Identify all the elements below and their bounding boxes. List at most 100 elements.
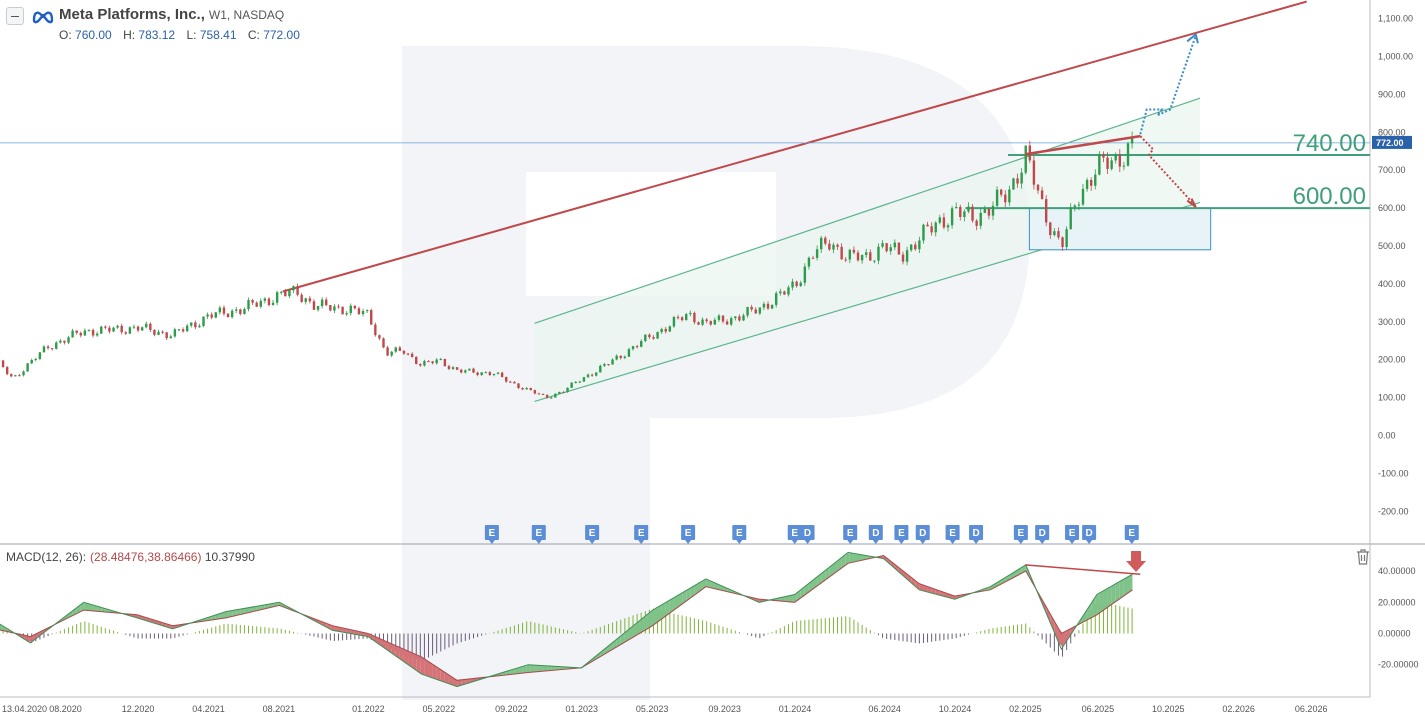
price-tick-label: -200.00 <box>1378 506 1409 516</box>
time-tick-label: 01.2024 <box>779 704 812 714</box>
candle-body <box>476 372 479 375</box>
price-tick-label: 900.00 <box>1378 89 1406 99</box>
candle-body <box>120 325 123 333</box>
candle-body <box>656 332 659 339</box>
candle-body <box>259 300 262 307</box>
candle-body <box>574 381 577 383</box>
candle-body <box>239 309 242 314</box>
macd-cloud-segment <box>444 672 449 684</box>
candle-body <box>55 342 58 349</box>
candle-body <box>1020 172 1023 184</box>
candle-body <box>590 374 594 376</box>
marker-letter: E <box>949 528 956 539</box>
candle-body <box>877 246 880 261</box>
candle-body <box>157 331 160 335</box>
channel-upper-line <box>534 97 1201 324</box>
price-tick-label: 100.00 <box>1378 393 1406 403</box>
candle-body <box>451 367 455 369</box>
candle-body <box>132 326 136 328</box>
macd-cloud-segment <box>927 586 932 594</box>
macd-cloud-segment <box>628 625 634 640</box>
meta-logo-icon <box>32 11 54 24</box>
candle-body <box>284 291 287 297</box>
macd-cloud-group <box>0 552 1133 687</box>
candle-body <box>320 299 324 306</box>
candle-body <box>1049 222 1052 236</box>
candle-body <box>848 249 852 260</box>
candle-body <box>1130 137 1134 144</box>
macd-line <box>0 551 1133 688</box>
dividend-marker-icon <box>1035 525 1050 540</box>
candle-body <box>173 329 177 337</box>
candle-body <box>701 319 704 325</box>
candle-body <box>946 225 950 228</box>
candle-body <box>402 350 406 354</box>
candle-body <box>337 306 340 308</box>
macd-cloud-segment <box>84 602 89 611</box>
earnings-marker-icon <box>681 525 696 540</box>
candle-body <box>595 372 598 376</box>
candle-body <box>533 390 537 394</box>
candle-body <box>942 217 946 228</box>
candle-body <box>513 382 516 384</box>
candle-body <box>844 259 847 261</box>
candle-body <box>889 247 892 252</box>
candle-body <box>758 307 762 314</box>
candle-body <box>447 366 451 369</box>
macd-cloud-segment <box>80 602 85 612</box>
macd-cloud-segment <box>1054 621 1059 643</box>
candle-body <box>492 373 496 376</box>
trash-icon[interactable] <box>1356 549 1370 565</box>
candle-body <box>275 292 279 303</box>
candle-body <box>22 371 25 376</box>
earnings-marker-icon <box>732 525 747 540</box>
candle-body <box>202 316 205 326</box>
macd-cloud-segment <box>915 580 920 590</box>
candle-body <box>541 393 545 395</box>
macd-cloud-segment <box>76 604 81 614</box>
candle-body <box>124 332 127 334</box>
collapse-icon[interactable] <box>6 7 24 25</box>
macd-cloud-segment <box>440 669 445 683</box>
candle-body <box>108 327 111 332</box>
ohlc-high-key: H: <box>123 28 136 42</box>
candle-body <box>975 220 978 226</box>
marker-pointer <box>872 540 879 544</box>
candle-body <box>799 282 802 287</box>
candle-body <box>631 346 635 350</box>
candle-body <box>247 300 250 310</box>
candle-body <box>750 306 753 310</box>
time-tick-label: 01.2022 <box>352 704 385 714</box>
ohlc-low-value: 758.41 <box>199 28 237 42</box>
candle-body <box>787 287 790 295</box>
down-arrow-icon <box>1126 551 1147 572</box>
candle-body <box>34 358 37 360</box>
candle-body <box>112 327 115 332</box>
candle-body <box>697 322 700 325</box>
macd-cloud-segment <box>903 570 908 580</box>
candle-body <box>713 319 717 325</box>
macd-legend: MACD(12, 26): (28.48476,38.86466) 10.3799… <box>6 550 255 564</box>
candle-body <box>1024 145 1027 173</box>
candle-body <box>1053 231 1056 236</box>
candle-body <box>754 309 757 314</box>
candle-body <box>623 356 627 358</box>
macd-cloud-segment <box>346 628 351 634</box>
support-zone <box>1028 207 1212 251</box>
macd-cloud-segment <box>559 666 564 670</box>
candle-body <box>439 358 442 360</box>
bullish-projection-arrow <box>1139 35 1197 135</box>
candle-body <box>288 290 291 297</box>
candle-body <box>954 206 958 209</box>
candle-body <box>185 325 189 332</box>
marker-letter: E <box>638 528 645 539</box>
macd-cloud-segment <box>637 619 642 635</box>
candle-body <box>181 329 185 332</box>
macd-cloud-segment <box>678 592 683 608</box>
macd-cloud-segment <box>833 560 838 574</box>
candle-body <box>83 330 87 336</box>
macd-cloud-segment <box>690 585 695 599</box>
dividend-marker-icon <box>969 525 984 540</box>
